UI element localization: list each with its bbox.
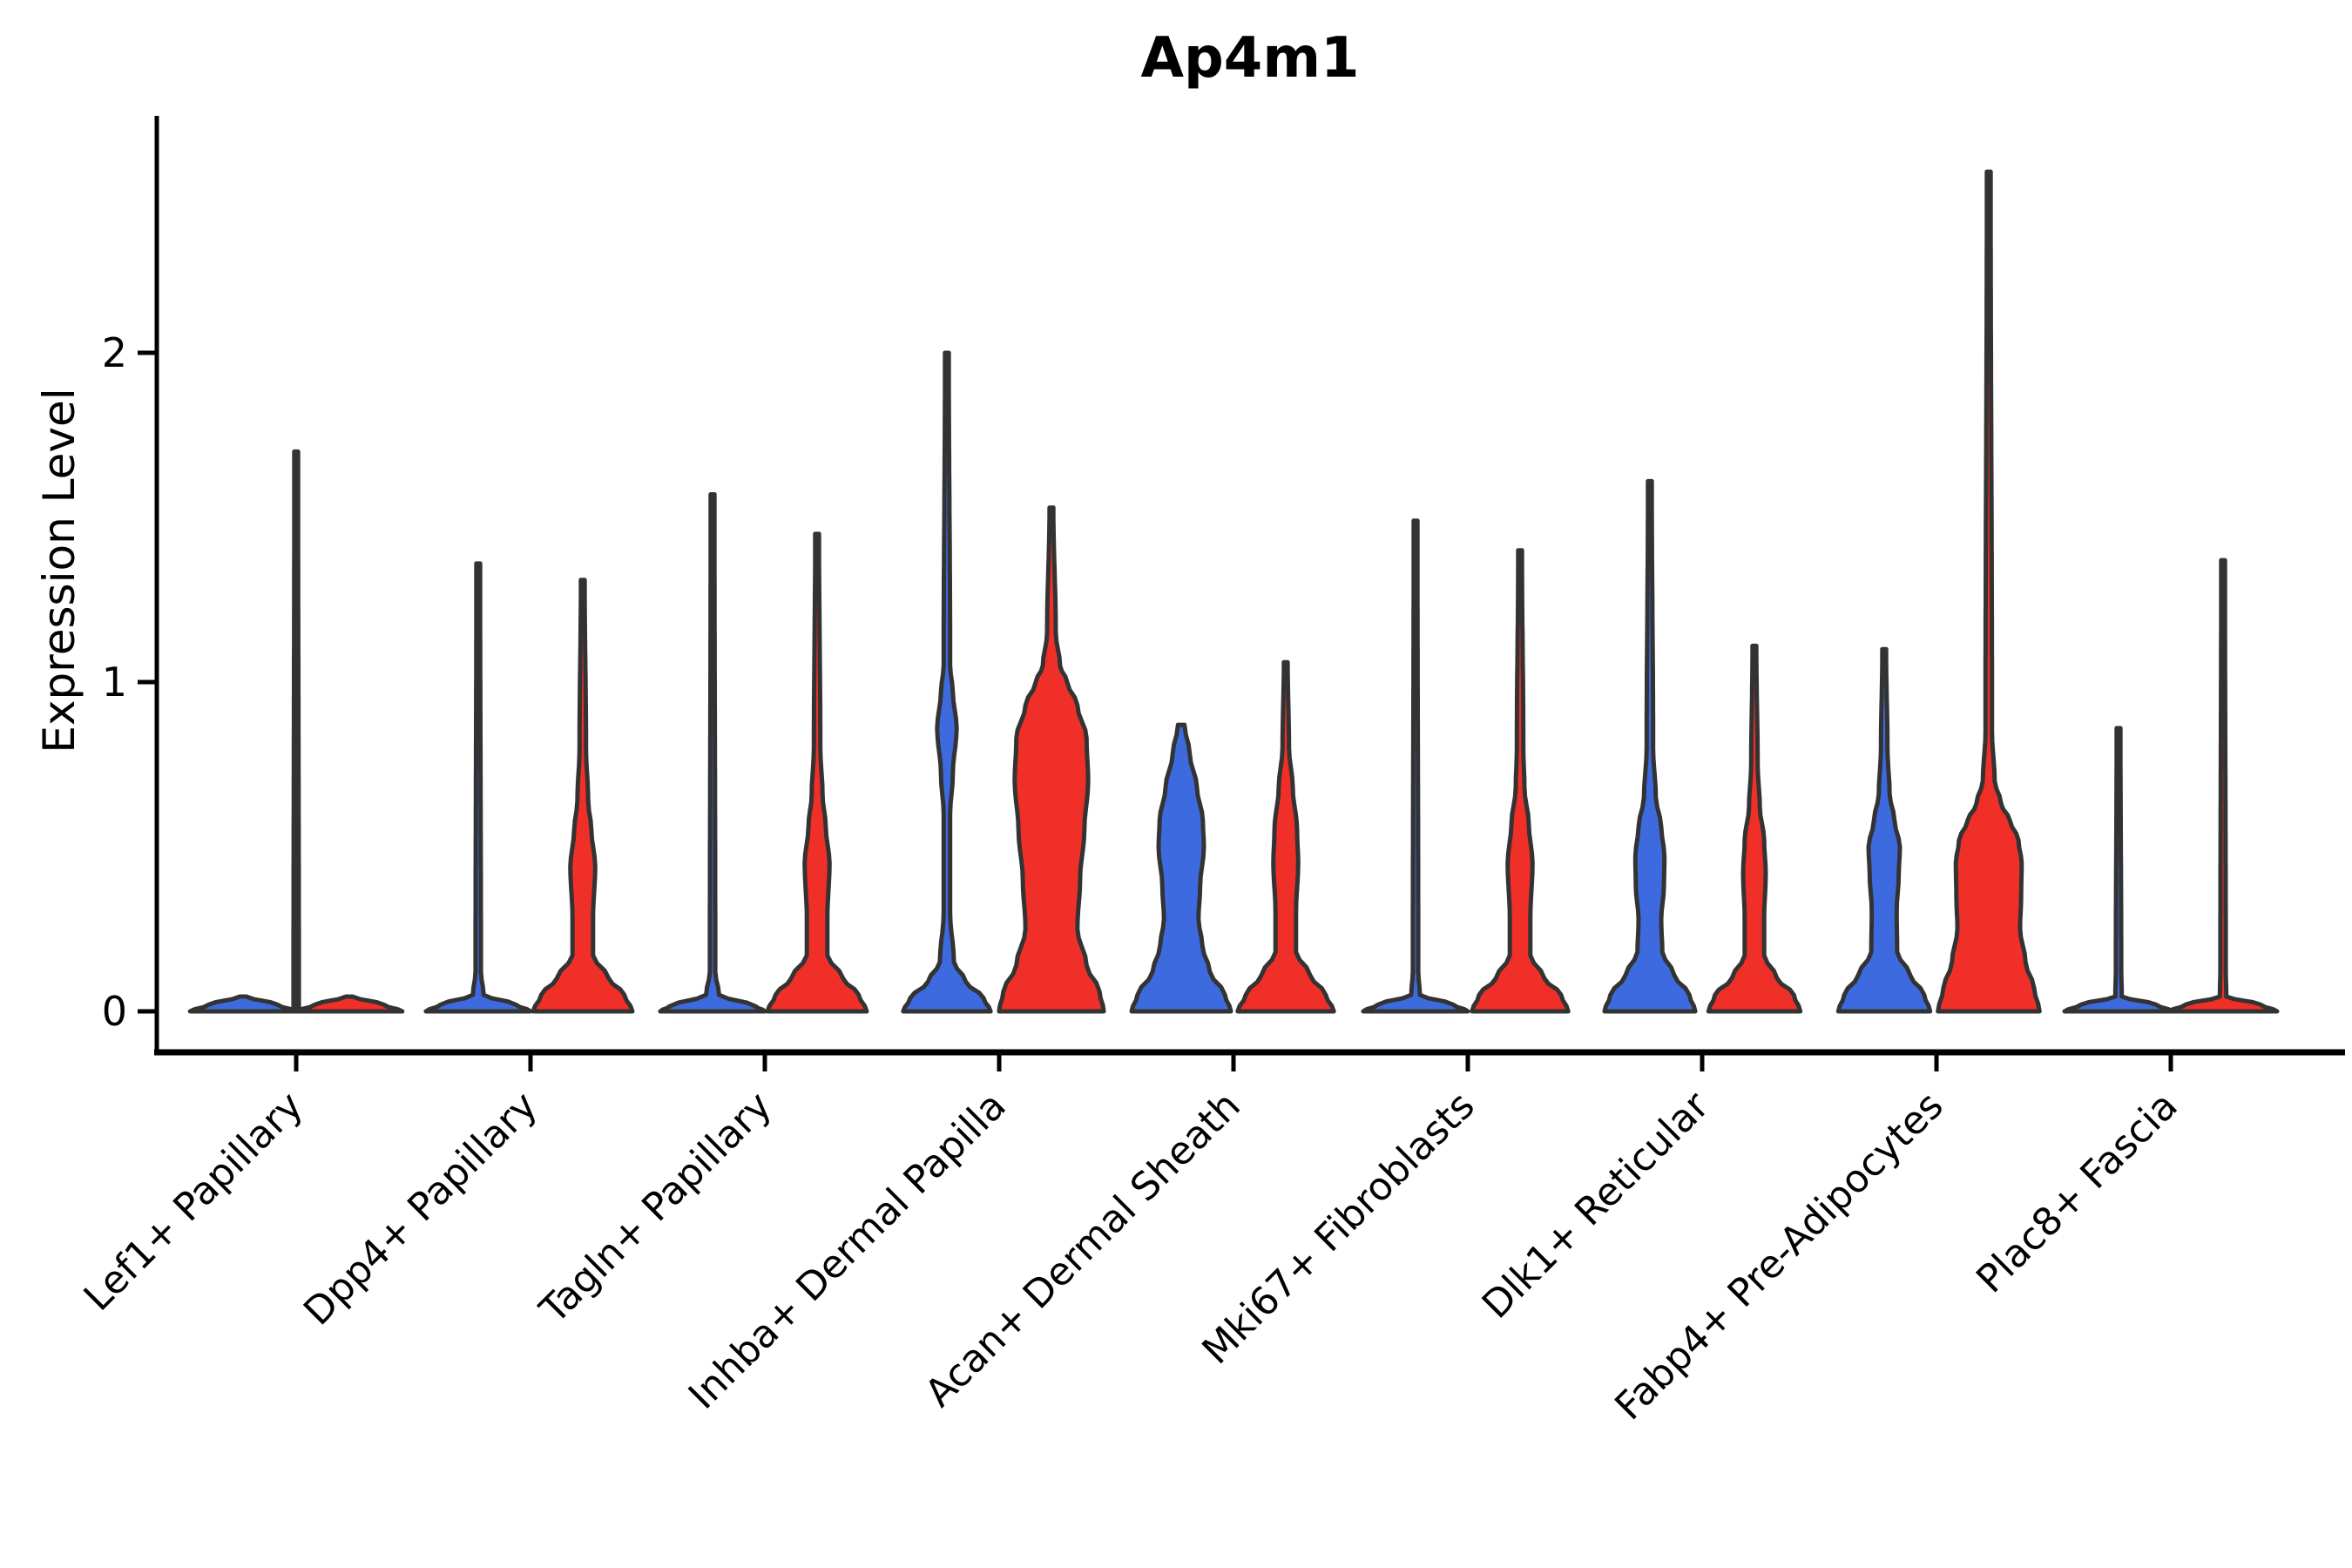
violin-plac8-fascia-red <box>2166 558 2280 1014</box>
violin-inhba-dermal-papilla-blue <box>901 350 993 1014</box>
y-tick-label: 1 <box>102 659 127 706</box>
violin-tagln-papillary-blue <box>658 492 767 1014</box>
violin-inhba-dermal-papilla-red <box>997 505 1106 1014</box>
violin-dpp4-papillary-red <box>531 578 635 1014</box>
chart-title: Ap4m1 <box>1140 26 1360 91</box>
violin-lef1-papillary-blue <box>187 994 299 1014</box>
violin-fabp4-pre-adipocytes-blue <box>1835 646 1933 1014</box>
violin-lef1-papillary-red <box>294 994 405 1014</box>
x-category-label: Plac8+ Fascia <box>1968 1084 2186 1302</box>
violin-mki67-fibroblasts-blue <box>1361 518 1470 1014</box>
x-category-label: Tagln+ Papillary <box>531 1084 781 1333</box>
violin-lef1-papillary-outline <box>291 449 301 1014</box>
x-category-label: Mki67+ Fibroblasts <box>1193 1084 1483 1373</box>
violin-dlk1-reticular-blue <box>1602 478 1698 1014</box>
violin-fabp4-pre-adipocytes-red <box>1936 169 2042 1014</box>
violin-dpp4-papillary-blue <box>423 561 533 1014</box>
y-tick-label: 2 <box>102 329 127 376</box>
violin-tagln-papillary-red <box>765 531 869 1014</box>
y-tick-label: 0 <box>102 988 127 1035</box>
violin-dlk1-reticular-red <box>1706 643 1803 1014</box>
x-category-label: Dpp4+ Papillary <box>295 1084 546 1335</box>
violin-acan-dermal-sheath-blue <box>1129 722 1233 1014</box>
x-category-label: Lef1+ Papillary <box>76 1084 312 1320</box>
violin-acan-dermal-sheath-red <box>1235 659 1336 1014</box>
violin-mki67-fibroblasts-red <box>1470 548 1571 1014</box>
violin-plac8-fascia-blue <box>2062 726 2175 1014</box>
x-category-label: Dlk1+ Reticular <box>1474 1083 1719 1328</box>
